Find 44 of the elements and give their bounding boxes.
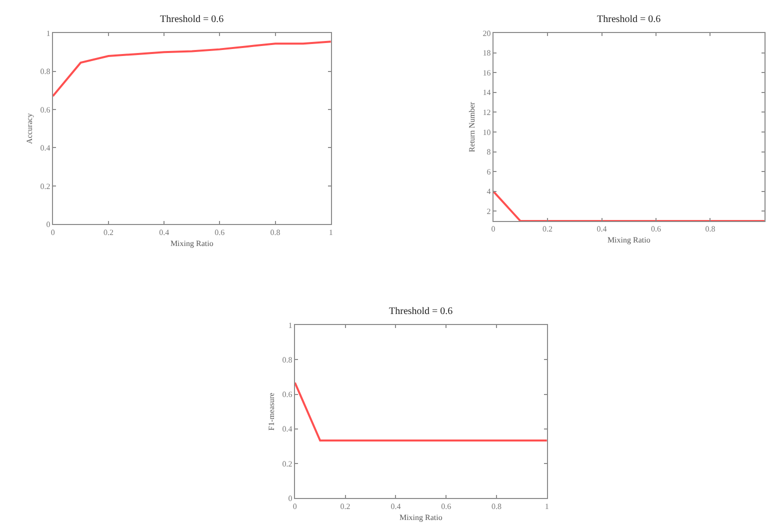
y-tick-label: 0.4	[282, 424, 292, 434]
y-tick-label: 10	[482, 128, 491, 137]
y-axis-title: Return Number	[467, 102, 476, 152]
x-tick-label: 0.2	[103, 228, 114, 237]
y-tick-label: 0.8	[40, 67, 50, 76]
y-tick-label: 0.2	[282, 459, 292, 468]
x-tick-label: 0.4	[596, 224, 607, 234]
y-tick-label: 0.2	[40, 182, 50, 191]
y-tick-label: 0	[288, 494, 292, 504]
chart-title: Threshold = 0.6	[597, 14, 661, 25]
x-tick-label: 0.8	[270, 228, 280, 237]
y-tick-label: 16	[482, 68, 491, 78]
x-tick-label: 0.6	[214, 228, 225, 237]
x-axis-title: Mixing Ratio	[170, 238, 214, 248]
x-tick-label: 1	[328, 228, 333, 237]
y-tick-label: 14	[482, 88, 491, 98]
x-axis-title: Mixing Ratio	[607, 236, 650, 245]
y-axis-title: F1-measure	[267, 392, 276, 430]
y-tick-label: 6	[486, 167, 491, 176]
y-tick-label: 20	[482, 28, 491, 38]
y-tick-label: 8	[486, 148, 491, 157]
y-tick-label: 1	[288, 320, 292, 330]
y-tick-label: 12	[482, 108, 491, 118]
x-tick-label: 0.6	[651, 224, 662, 234]
y-tick-label: 1	[46, 28, 50, 38]
y-axis-title: Accuracy	[24, 113, 34, 144]
y-tick-label: 2	[486, 206, 491, 216]
y-tick-label: 0.6	[282, 390, 292, 400]
x-tick-label: 0.8	[705, 224, 716, 234]
chart-title: Threshold = 0.6	[160, 14, 224, 25]
x-tick-label: 0.4	[159, 228, 170, 237]
x-tick-label: 0.2	[542, 224, 553, 234]
x-tick-label: 0.4	[390, 502, 401, 511]
chart-title: Threshold = 0.6	[389, 306, 453, 317]
x-tick-label: 1	[544, 502, 549, 511]
line-series	[52, 40, 331, 98]
y-tick-label: 0.4	[40, 144, 50, 153]
y-tick-label: 0.8	[282, 355, 292, 364]
y-tick-label: 18	[482, 48, 491, 58]
x-tick-label: 0.6	[441, 502, 452, 511]
y-tick-label: 0.6	[40, 105, 50, 114]
y-tick-label: 4	[486, 187, 491, 196]
x-tick-label: 0.2	[340, 502, 350, 511]
x-axis-title: Mixing Ratio	[399, 512, 442, 522]
